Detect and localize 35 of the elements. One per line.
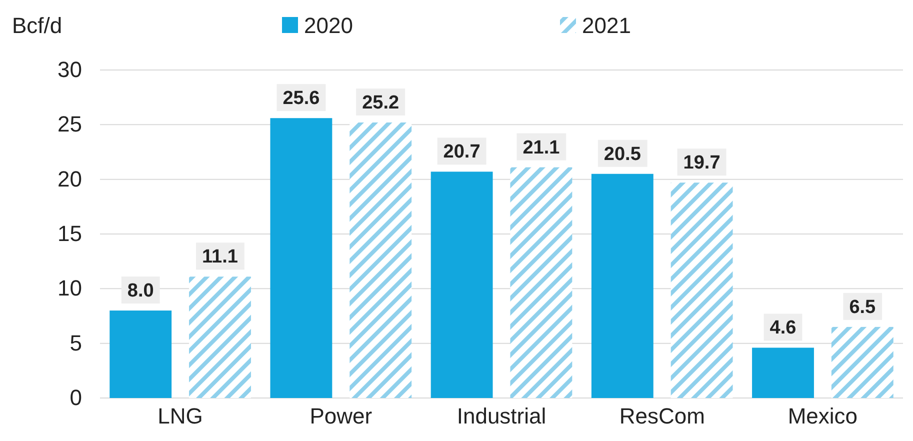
legend-label: 2020 [304,13,353,38]
data-label: 20.7 [443,142,480,163]
bar [752,348,814,398]
bar [831,326,894,398]
data-label: 8.0 [127,280,154,302]
data-label: 25.2 [362,92,400,114]
y-tick-label: 30 [58,57,82,82]
data-label: 20.5 [604,144,642,165]
bar [270,118,332,398]
bar [591,174,654,398]
x-tick-label: LNG [158,404,203,429]
bar [350,122,412,398]
data-label: 21.1 [522,137,560,158]
bar [189,276,251,398]
x-tick-label: ResCom [619,404,705,429]
bar [110,310,172,398]
data-label: 25.6 [282,88,320,110]
y-tick-label: 0 [70,385,82,410]
y-tick-label: 20 [58,166,82,192]
y-tick-label: 15 [58,221,82,246]
bar [670,182,733,398]
bar [430,172,493,398]
data-label: 11.1 [202,246,238,268]
y-axis-title: Bcf/d [12,13,62,38]
x-tick-label: Power [310,404,372,429]
legend-label: 2021 [582,13,631,38]
y-tick-label: 10 [58,276,82,301]
y-tick-label: 25 [58,112,82,137]
y-tick-label: 5 [70,330,82,356]
data-label: 19.7 [683,152,720,174]
bar [510,167,572,398]
x-tick-label: Industrial [456,404,546,429]
data-label: 6.5 [849,296,876,318]
data-label: 4.6 [770,318,796,339]
x-tick-label: Mexico [788,404,858,429]
